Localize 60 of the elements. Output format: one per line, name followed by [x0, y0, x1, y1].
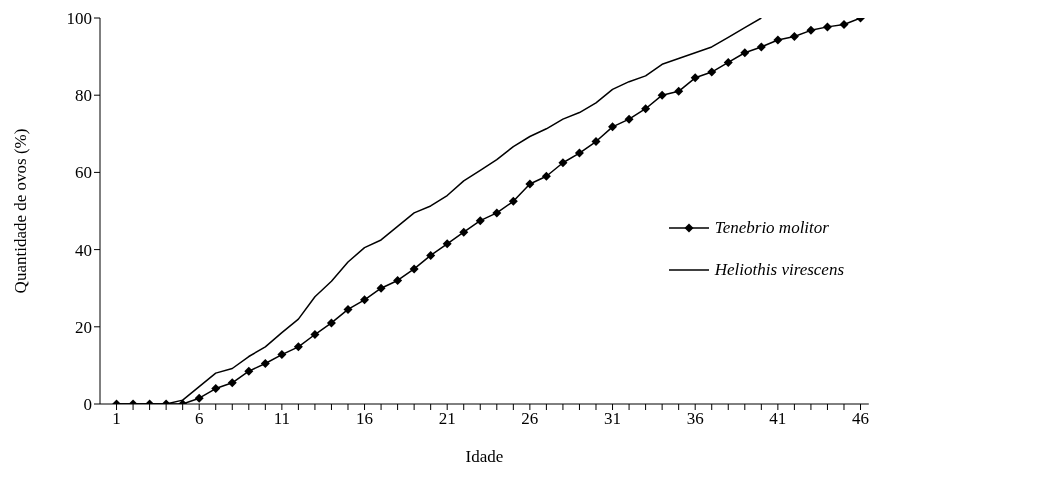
- point: [541, 171, 551, 181]
- y-axis-title: Quantidade de ovos (%): [11, 128, 31, 294]
- point: [822, 22, 832, 32]
- point: [310, 330, 320, 340]
- point: [591, 137, 601, 147]
- point: [244, 366, 254, 376]
- point: [194, 393, 204, 403]
- y-tick-label: 60: [75, 163, 92, 183]
- point: [475, 216, 485, 226]
- point: [839, 20, 849, 30]
- x-tick-label: 31: [604, 409, 622, 429]
- point: [723, 57, 733, 67]
- legend-label: Heliothis virescens: [714, 260, 844, 280]
- point: [756, 42, 766, 52]
- point: [558, 158, 568, 168]
- point: [227, 378, 237, 388]
- point: [277, 350, 287, 360]
- point: [789, 32, 799, 42]
- x-tick-label: 6: [194, 409, 204, 429]
- point: [525, 179, 535, 189]
- x-tick-label: 1: [112, 409, 121, 429]
- x-tick-label: 41: [769, 409, 787, 429]
- point: [360, 295, 370, 305]
- y-tick-label: 0: [83, 395, 92, 415]
- point: [806, 25, 816, 35]
- x-axis-title: Idade: [465, 447, 504, 466]
- point: [343, 304, 353, 314]
- point: [211, 384, 221, 394]
- point: [393, 275, 403, 285]
- point: [707, 67, 717, 77]
- point: [459, 227, 469, 237]
- x-tick-label: 21: [438, 409, 456, 429]
- point: [260, 358, 270, 368]
- point: [657, 90, 667, 100]
- y-tick-label: 20: [75, 317, 92, 337]
- x-tick-label: 26: [521, 409, 539, 429]
- point: [409, 264, 419, 274]
- point: [690, 73, 700, 83]
- x-tick-label: 16: [356, 409, 374, 429]
- point: [376, 283, 386, 293]
- y-tick-label: 80: [75, 86, 92, 106]
- point: [740, 48, 750, 58]
- point: [674, 86, 684, 96]
- point: [492, 208, 502, 218]
- point: [641, 104, 651, 114]
- y-tick-label: 100: [66, 9, 92, 29]
- point: [508, 196, 518, 206]
- point: [293, 342, 303, 352]
- point: [773, 35, 783, 45]
- legend-label: Tenebrio molitor: [714, 218, 829, 238]
- x-tick-label: 46: [852, 409, 870, 429]
- point: [326, 318, 336, 328]
- x-tick-label: 36: [686, 409, 704, 429]
- x-tick-label: 11: [273, 409, 291, 429]
- point: [608, 122, 618, 132]
- point: [426, 250, 436, 260]
- point: [442, 239, 452, 249]
- y-tick-label: 40: [75, 240, 92, 260]
- point: [624, 114, 634, 124]
- point: [574, 148, 584, 158]
